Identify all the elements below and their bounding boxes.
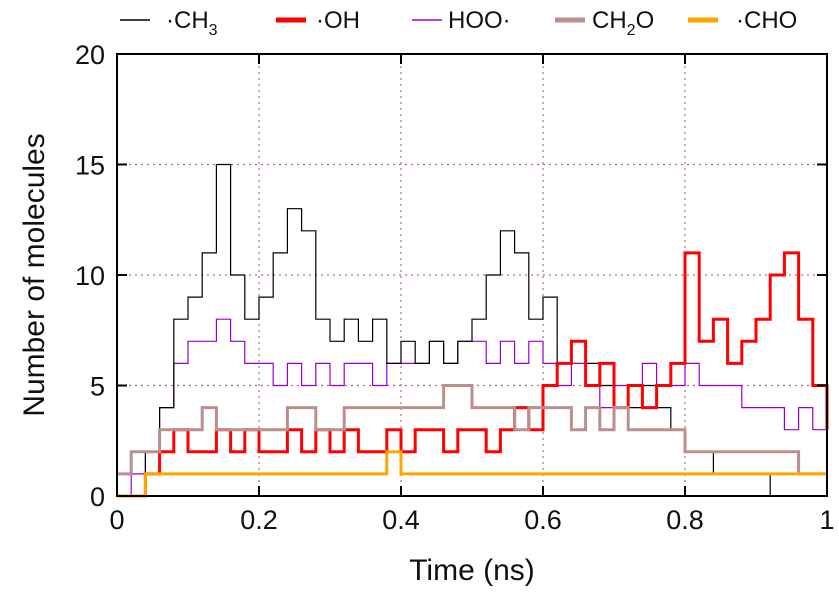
y-tick-label: 20	[75, 40, 105, 70]
legend: ·CH3 ·OH HOO· CH2O ·CHO	[120, 7, 797, 39]
y-axis-title: Number of molecules	[18, 133, 51, 416]
ticks	[116, 53, 828, 497]
x-tick-labels: 0 0.2 0.4 0.6 0.8 1	[109, 505, 834, 535]
x-tick-label: 0.8	[666, 505, 704, 535]
series-line	[117, 163, 827, 497]
x-axis-title: Time (ns)	[409, 554, 535, 587]
series-line	[117, 450, 827, 498]
x-tick-label: 1	[819, 505, 834, 535]
x-tick-label: 0.2	[240, 505, 278, 535]
legend-label: CH2O	[592, 7, 654, 39]
x-tick-label: 0.6	[524, 505, 562, 535]
series-group	[116, 163, 829, 498]
legend-label: ·CH3	[166, 7, 218, 39]
x-tick-label: 0	[109, 505, 124, 535]
y-tick-label: 10	[75, 261, 105, 291]
y-tick-label: 0	[90, 482, 105, 512]
series-line	[117, 251, 829, 498]
y-tick-labels: 0 5 10 15 20	[75, 40, 105, 512]
y-tick-label: 15	[75, 151, 105, 181]
x-tick-label: 0.4	[382, 505, 420, 535]
legend-label: HOO·	[448, 7, 511, 34]
legend-label: ·CHO	[736, 7, 797, 34]
legend-label: ·OH	[316, 7, 360, 34]
y-tick-label: 5	[90, 372, 105, 402]
